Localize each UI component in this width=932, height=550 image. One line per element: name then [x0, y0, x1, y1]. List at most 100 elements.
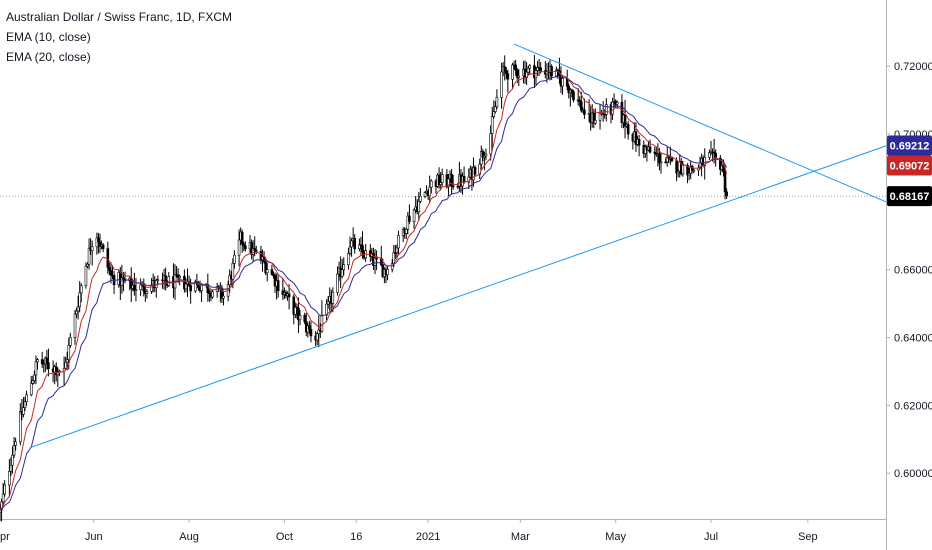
candle-body: [723, 171, 727, 193]
candle-body: [503, 66, 507, 72]
candle-body: [45, 357, 49, 363]
candle: [133, 272, 136, 296]
candle: [69, 332, 72, 348]
candles-group: [0, 55, 728, 522]
candle-body: [451, 185, 455, 188]
candle-body: [423, 192, 427, 197]
candle: [303, 312, 307, 325]
candle-body: [583, 109, 586, 115]
candle-body: [348, 246, 352, 254]
candle-body: [231, 263, 235, 280]
candle: [503, 55, 507, 81]
candle-body: [42, 363, 46, 366]
candle-body: [101, 244, 105, 249]
candle-body: [325, 303, 328, 316]
candle-body: [676, 170, 680, 174]
candle-body: [667, 156, 671, 159]
candle: [139, 278, 142, 297]
candle: [570, 88, 574, 98]
candle-body: [490, 116, 494, 134]
candle: [408, 204, 411, 225]
candle-body: [439, 182, 442, 185]
time-tick-label: Jun: [85, 531, 103, 543]
candle: [11, 446, 14, 474]
candle-body: [428, 186, 432, 197]
candle: [423, 191, 427, 199]
candle: [120, 264, 124, 294]
price-tick-label: 0.62000: [894, 400, 932, 412]
candle-body: [594, 120, 597, 124]
candle-body: [178, 276, 182, 279]
candle-body: [653, 151, 657, 154]
candle: [350, 238, 353, 257]
candle-body: [8, 471, 11, 486]
candle-body: [156, 279, 160, 282]
candle-body: [120, 277, 124, 286]
candle-body: [358, 244, 361, 250]
candle-body: [637, 139, 641, 146]
candle-body: [440, 174, 444, 183]
candle: [122, 272, 125, 292]
candle-body: [670, 157, 674, 161]
candle: [419, 187, 422, 204]
candle: [592, 109, 596, 129]
ema20-legend[interactable]: EMA (20, close): [6, 50, 91, 64]
price-tick-label: 0.72000: [894, 61, 932, 73]
candle: [397, 230, 400, 255]
ema-20-label-text: 0.69212: [890, 140, 930, 152]
candle: [34, 355, 38, 385]
candle-body: [708, 152, 711, 158]
candle: [19, 403, 22, 446]
candle-body: [336, 273, 339, 293]
candle-body: [479, 151, 483, 165]
candle: [45, 349, 49, 370]
price-tick-label: 0.60000: [894, 468, 932, 480]
candle: [87, 238, 91, 270]
candle-body: [659, 161, 663, 164]
candle-body: [719, 157, 722, 170]
candle: [23, 396, 27, 412]
candle: [439, 172, 442, 191]
price-tick-label: 0.64000: [894, 333, 932, 345]
candle-body: [69, 337, 72, 346]
candle-body: [514, 64, 517, 71]
candle: [583, 98, 586, 119]
candle: [3, 480, 6, 497]
candle-body: [133, 285, 136, 291]
candle: [479, 145, 483, 170]
candle: [473, 165, 477, 177]
candle-body: [97, 237, 100, 243]
candle-body: [65, 359, 69, 363]
candle-body: [539, 67, 542, 71]
candle-body: [184, 283, 188, 290]
candle: [526, 65, 530, 76]
candle: [623, 99, 627, 139]
candle-body: [611, 101, 614, 115]
ema10-legend[interactable]: EMA (10, close): [6, 30, 91, 44]
candle-body: [412, 209, 416, 222]
candle: [167, 272, 171, 287]
candle-body: [183, 276, 186, 290]
candle: [233, 250, 236, 269]
candle: [514, 59, 517, 76]
candle-body: [79, 285, 83, 294]
candle-body: [73, 313, 77, 338]
resistance-trendline: [513, 43, 887, 203]
candle-body: [12, 445, 16, 456]
candle-body: [692, 169, 696, 172]
candle: [500, 62, 503, 109]
candle-body: [244, 245, 247, 250]
candle: [437, 167, 441, 189]
candle: [340, 259, 344, 279]
candle: [492, 100, 496, 119]
candle: [237, 229, 241, 267]
candle-body: [36, 359, 39, 363]
candle-body: [54, 366, 58, 376]
candle-body: [437, 174, 441, 185]
candle-body: [681, 164, 685, 175]
candle: [14, 437, 17, 451]
candle-body: [31, 380, 35, 384]
candle: [495, 89, 499, 110]
candle-body: [578, 99, 582, 103]
